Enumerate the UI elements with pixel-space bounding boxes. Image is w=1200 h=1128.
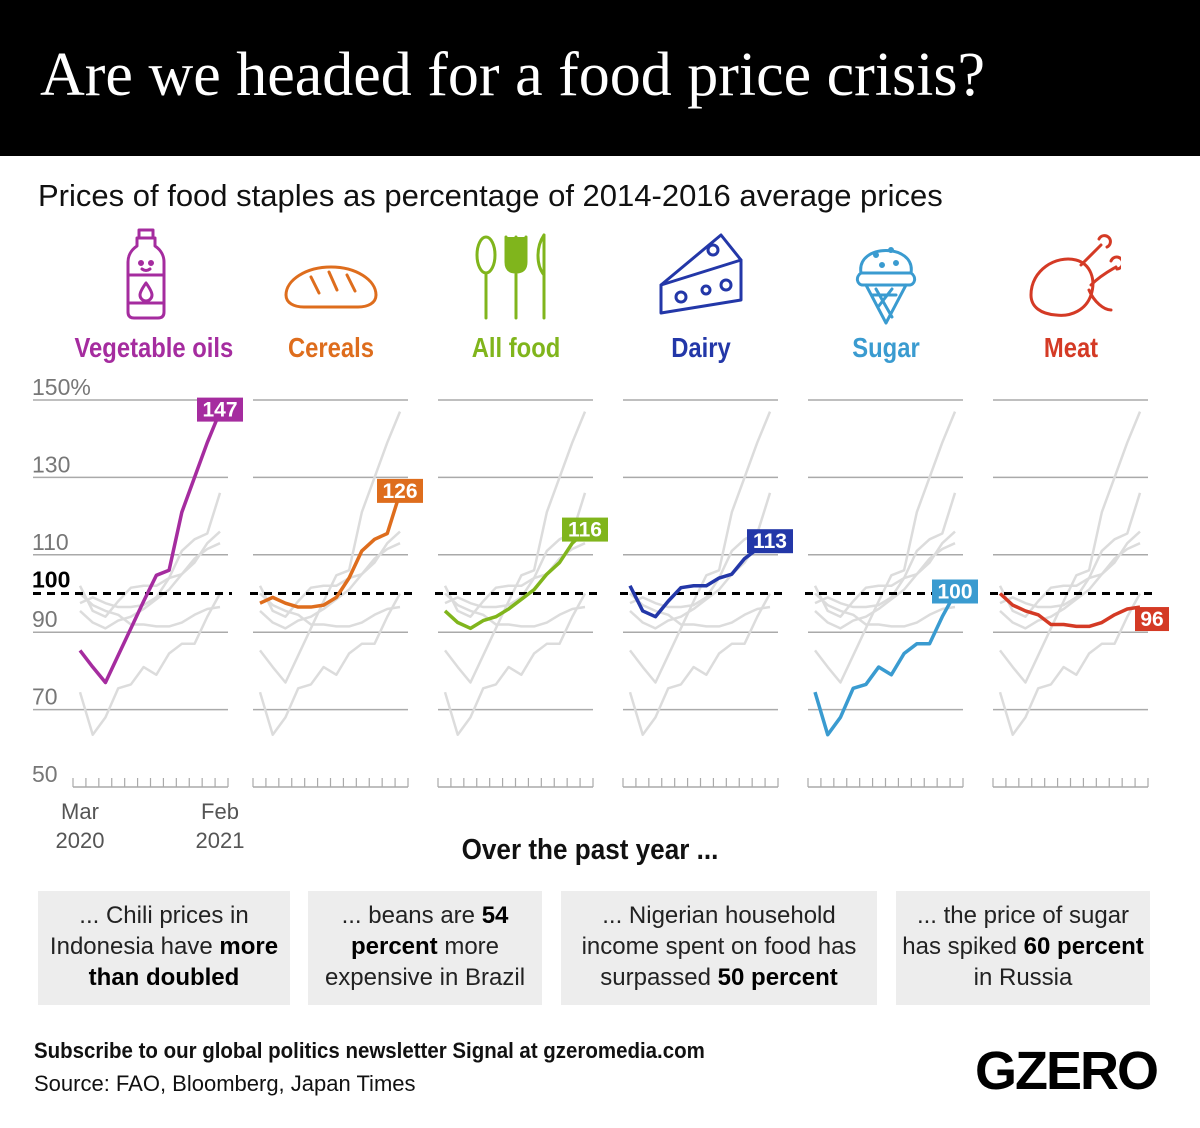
series-line bbox=[998, 592, 1141, 629]
x-tick-month: Feb bbox=[201, 799, 239, 824]
fact-text: ... beans are bbox=[341, 902, 482, 929]
context-line bbox=[444, 492, 587, 609]
end-value-box bbox=[562, 517, 608, 542]
context-line bbox=[814, 592, 956, 628]
end-value-label: 113 bbox=[753, 530, 787, 553]
context-line bbox=[444, 411, 587, 684]
end-value-label: 100 bbox=[937, 581, 972, 604]
context-line bbox=[259, 530, 401, 630]
y-tick-label: 70 bbox=[32, 684, 58, 710]
context-line bbox=[79, 592, 221, 628]
page-title: Are we headed for a food price crisis? bbox=[40, 41, 986, 109]
end-value-box bbox=[377, 478, 423, 503]
context-line bbox=[444, 592, 586, 628]
context-line bbox=[79, 530, 221, 630]
x-tick-month: Mar bbox=[61, 799, 99, 824]
over-past-year-heading: Over the past year ... bbox=[461, 834, 719, 866]
end-value-label: 126 bbox=[382, 480, 417, 503]
end-value-label: 147 bbox=[202, 399, 237, 422]
header-band: Are we headed for a food price crisis? bbox=[0, 0, 1200, 156]
ice-cream-icon bbox=[836, 225, 936, 325]
context-line bbox=[999, 492, 1142, 609]
end-value-label: 116 bbox=[568, 519, 602, 542]
context-line bbox=[999, 530, 1141, 630]
oil-bottle-icon bbox=[101, 225, 201, 325]
context-line bbox=[998, 542, 1141, 618]
fact-box-sugar: ... the price of sugar has spiked 60 per… bbox=[896, 891, 1150, 1005]
fact-text: ... the price of sugar has spiked bbox=[902, 902, 1130, 960]
category-label: Sugar bbox=[851, 332, 920, 363]
context-line bbox=[999, 411, 1142, 684]
series-line bbox=[259, 492, 402, 609]
context-line bbox=[814, 411, 957, 684]
context-line bbox=[258, 592, 402, 737]
category-label: Dairy bbox=[670, 332, 731, 363]
context-line bbox=[814, 530, 956, 630]
fact-box-chili: ... Chili prices in Indonesia have more … bbox=[38, 891, 290, 1005]
x-tick-year: 2021 bbox=[196, 828, 245, 853]
context-line bbox=[628, 592, 772, 737]
gzero-logo: GZERO bbox=[975, 1041, 1159, 1101]
context-line bbox=[258, 542, 401, 618]
fact-emphasis: 50 percent bbox=[717, 964, 838, 991]
context-line bbox=[629, 592, 771, 628]
category-label: Vegetable oils bbox=[74, 332, 233, 363]
fact-text: in Russia bbox=[973, 964, 1073, 991]
chicken-leg-icon bbox=[1021, 225, 1124, 325]
context-line bbox=[813, 542, 956, 618]
fact-box-nigeria: ... Nigerian household income spent on f… bbox=[561, 891, 877, 1005]
y-tick-label: 100 bbox=[32, 567, 70, 593]
end-value-box bbox=[1135, 607, 1169, 632]
context-line bbox=[79, 492, 222, 609]
category-label: Cereals bbox=[287, 332, 374, 363]
series-line bbox=[628, 541, 771, 619]
end-value-box bbox=[197, 397, 243, 422]
y-tick-label: 90 bbox=[32, 606, 58, 632]
series-line bbox=[813, 592, 957, 737]
y-tick-label: 50 bbox=[32, 761, 58, 787]
cutlery-icon bbox=[466, 225, 566, 325]
x-tick-year: 2020 bbox=[56, 828, 105, 853]
end-value-label: 96 bbox=[1140, 608, 1163, 631]
series-line bbox=[443, 530, 587, 631]
context-line bbox=[78, 592, 222, 737]
category-label: All food bbox=[471, 332, 560, 363]
series-line bbox=[78, 410, 222, 685]
context-line bbox=[629, 530, 771, 630]
source-note: Source: FAO, Bloomberg, Japan Times bbox=[34, 1071, 416, 1096]
y-tick-label: 150% bbox=[32, 374, 91, 400]
fact-text: more expensive in Brazil bbox=[324, 933, 526, 991]
cheese-icon bbox=[651, 225, 751, 325]
y-tick-label: 110 bbox=[32, 529, 69, 555]
fact-emphasis: more than doubled bbox=[88, 933, 279, 991]
end-value-box bbox=[932, 579, 978, 604]
fact-text: ... Chili prices in Indonesia have bbox=[49, 902, 249, 960]
end-value-box bbox=[747, 529, 793, 554]
context-line bbox=[998, 592, 1142, 737]
fact-text: ... Nigerian household income spent on f… bbox=[581, 902, 857, 991]
chart-subtitle: Prices of food staples as percentage of … bbox=[38, 178, 943, 213]
context-line bbox=[629, 492, 772, 609]
context-line bbox=[259, 592, 401, 628]
fact-emphasis: 60 percent bbox=[1023, 933, 1144, 960]
y-tick-label: 130 bbox=[32, 451, 70, 477]
category-label: Meat bbox=[1043, 332, 1098, 363]
fact-emphasis: 54 percent bbox=[350, 902, 509, 960]
context-line bbox=[814, 492, 957, 609]
fact-box-beans: ... beans are 54 percent more expensive … bbox=[308, 891, 542, 1005]
context-line bbox=[259, 411, 402, 684]
subscribe-link[interactable]: Subscribe to our global politics newslet… bbox=[34, 1038, 705, 1063]
context-line bbox=[629, 411, 772, 684]
context-line bbox=[443, 592, 587, 737]
bread-icon bbox=[281, 225, 381, 325]
